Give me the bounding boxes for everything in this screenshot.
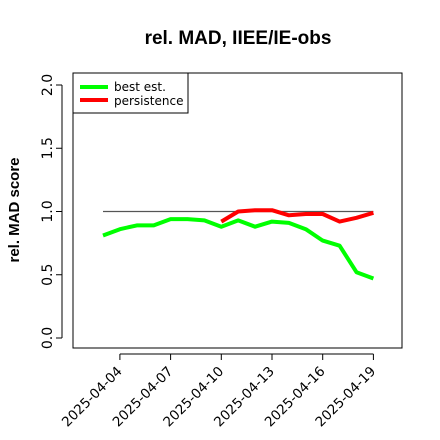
y-tick-label: 2.0: [40, 74, 56, 96]
series-line-best-est: [102, 217, 375, 281]
legend-label-best-est: best est.: [114, 80, 166, 94]
plot-frame: [72, 72, 403, 349]
chart-title: rel. MAD, IIEE/IE-obs: [145, 28, 332, 49]
y-tick-label: 0.5: [40, 264, 56, 286]
y-tick-label: 1.5: [40, 137, 56, 159]
series-line-persistence: [220, 208, 374, 224]
series-layer: [102, 208, 375, 281]
legend-box: [72, 72, 189, 114]
legend: best est. persistence: [72, 72, 189, 114]
y-axis: 0.0 0.5 1.0 1.5 2.0: [40, 74, 63, 349]
x-axis: 2025-04-042025-04-072025-04-102025-04-13…: [59, 353, 379, 430]
legend-label-persistence: persistence: [114, 94, 183, 108]
y-axis-label: rel. MAD score: [6, 157, 23, 262]
y-tick-label: 0.0: [40, 327, 56, 349]
y-tick-label: 1.0: [40, 200, 56, 222]
